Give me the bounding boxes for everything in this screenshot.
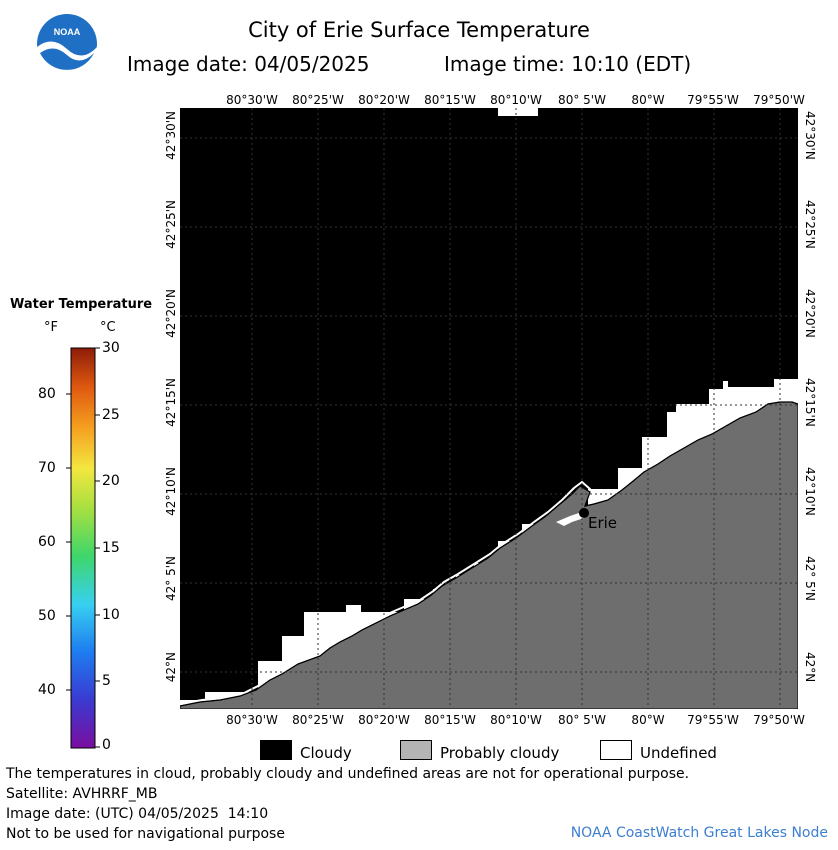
lon-label-bottom: 80°15'W [424, 713, 476, 727]
lat-label-right: 42° 5'N [803, 556, 817, 601]
legend-f-tick: 60 [38, 534, 56, 550]
footer-navigation-note: Not to be used for navigational purpose [6, 826, 285, 842]
legend-f-tick: 50 [38, 608, 56, 624]
lat-label-right: 42°N [803, 652, 817, 683]
lon-label-top: 79°50'W [753, 93, 805, 107]
coastline-lower [180, 401, 798, 707]
map-title: City of Erie Surface Temperature [248, 18, 590, 42]
lon-label-top: 80°25'W [292, 93, 344, 107]
logo-text: NOAA [54, 27, 81, 37]
coastline-upper [180, 397, 798, 705]
lat-label-right: 42°20'N [803, 289, 817, 338]
lon-label-bottom: 80°10'W [490, 713, 542, 727]
legend-c-tick: 25 [102, 407, 120, 423]
lat-label-right: 42°10'N [803, 467, 817, 516]
lat-label-left: 42°30'N [164, 111, 178, 160]
image-date-label: Image date: 04/05/2025 [127, 52, 370, 76]
lon-label-bottom: 80°20'W [358, 713, 410, 727]
lat-label-left: 42° 5'N [164, 556, 178, 601]
legend-c-tick: 30 [102, 340, 120, 356]
image-time-label: Image time: 10:10 (EDT) [444, 52, 692, 76]
footer-satellite: Satellite: AVHRRF_MB [6, 786, 158, 802]
noaa-logo-icon: NOAA [37, 14, 97, 75]
key-cloudy-label: Cloudy [300, 744, 352, 762]
legend-unit-c: °C [100, 320, 116, 335]
footer-credit: NOAA CoastWatch Great Lakes Node [570, 825, 828, 841]
legend-c-tick: 0 [102, 737, 111, 753]
legend-f-tick: 70 [38, 460, 56, 476]
temperature-colorbar [66, 347, 100, 749]
legend-c-tick: 15 [102, 540, 120, 556]
legend-title: Water Temperature [10, 297, 153, 312]
map-panel: Erie [180, 108, 798, 709]
key-cloudy-swatch [260, 740, 292, 760]
presque-isle [556, 512, 584, 526]
lon-label-bottom: 79°55'W [687, 713, 739, 727]
lon-label-bottom: 80° 5'W [558, 713, 606, 727]
lat-label-right: 42°30'N [803, 111, 817, 160]
city-label: Erie [588, 514, 617, 532]
lat-label-left: 42°10'N [164, 467, 178, 516]
undefined-patch [498, 108, 538, 116]
graticule [180, 108, 798, 709]
key-undefined-label: Undefined [640, 744, 717, 762]
lat-label-left: 42°N [164, 652, 178, 683]
footer-image-date: Image date: (UTC) 04/05/2025 14:10 [6, 806, 269, 822]
lon-label-bottom: 79°50'W [753, 713, 805, 727]
legend-c-tick: 20 [102, 473, 120, 489]
legend-f-tick: 40 [38, 682, 56, 698]
lat-label-right: 42°15'N [803, 378, 817, 427]
key-probably-cloudy-swatch [400, 740, 432, 760]
lon-label-top: 80°20'W [358, 93, 410, 107]
lat-label-left: 42°25'N [164, 200, 178, 249]
lon-label-bottom: 80°25'W [292, 713, 344, 727]
lon-label-bottom: 80°W [631, 713, 665, 727]
lat-label-left: 42°15'N [164, 378, 178, 427]
lon-label-top: 80° 5'W [558, 93, 606, 107]
legend-c-tick: 10 [102, 607, 120, 623]
lat-label-right: 42°25'N [803, 200, 817, 249]
legend-c-tick: 5 [102, 673, 111, 689]
lon-label-top: 80°30'W [226, 93, 278, 107]
lat-label-left: 42°20'N [164, 289, 178, 338]
key-undefined-swatch [600, 740, 632, 760]
lon-label-top: 80°15'W [424, 93, 476, 107]
erie-marker [579, 508, 589, 518]
lon-label-top: 80°W [631, 93, 665, 107]
lon-label-top: 80°10'W [490, 93, 542, 107]
lon-label-top: 79°55'W [687, 93, 739, 107]
key-probably-cloudy-label: Probably cloudy [440, 744, 560, 762]
lon-label-bottom: 80°30'W [226, 713, 278, 727]
legend-f-tick: 80 [38, 386, 56, 402]
footer-disclaimer: The temperatures in cloud, probably clou… [6, 766, 690, 782]
legend-unit-f: °F [44, 320, 58, 335]
